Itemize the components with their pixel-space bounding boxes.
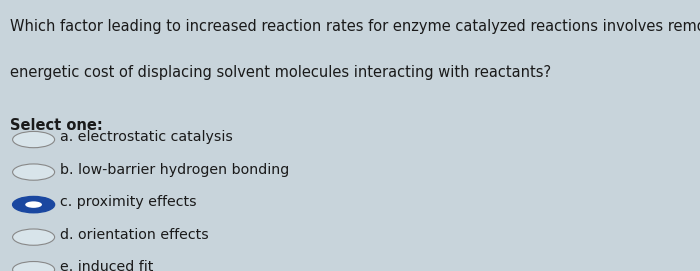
Circle shape: [13, 196, 55, 213]
Circle shape: [13, 164, 55, 180]
Circle shape: [13, 131, 55, 148]
Circle shape: [13, 262, 55, 271]
Text: energetic cost of displacing solvent molecules interacting with reactants?: energetic cost of displacing solvent mol…: [10, 65, 551, 80]
Text: c. proximity effects: c. proximity effects: [60, 195, 196, 209]
Text: d. orientation effects: d. orientation effects: [60, 228, 209, 242]
Text: e. induced fit: e. induced fit: [60, 260, 153, 271]
Circle shape: [25, 201, 42, 208]
Circle shape: [13, 229, 55, 245]
Text: Select one:: Select one:: [10, 118, 102, 133]
Text: Which factor leading to increased reaction rates for enzyme catalyzed reactions : Which factor leading to increased reacti…: [10, 19, 700, 34]
Text: b. low-barrier hydrogen bonding: b. low-barrier hydrogen bonding: [60, 163, 288, 177]
Text: a. electrostatic catalysis: a. electrostatic catalysis: [60, 130, 232, 144]
